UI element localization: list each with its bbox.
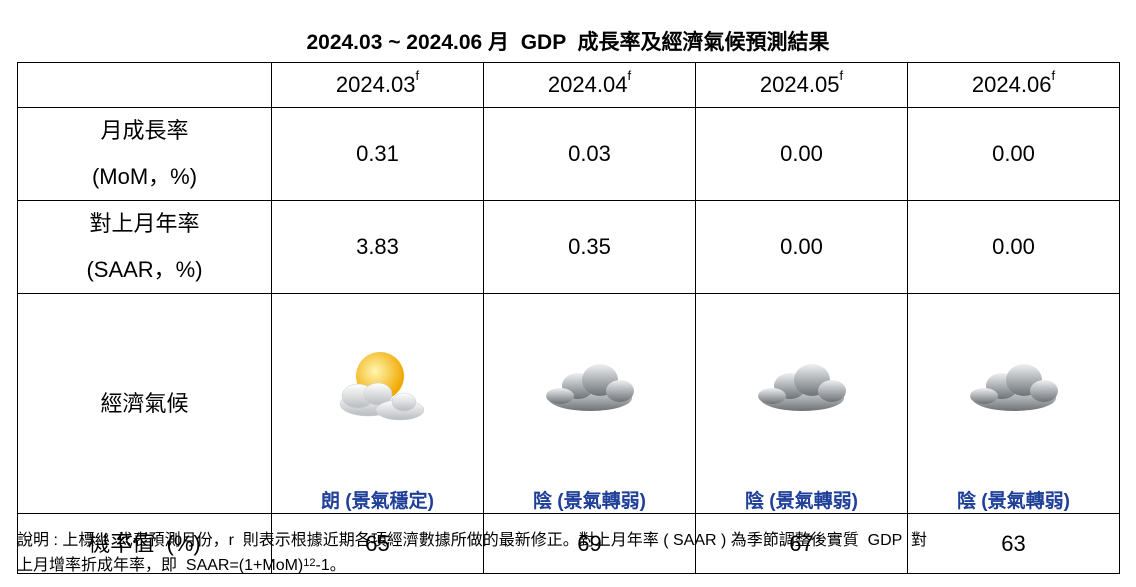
row: 經濟氣候 朗 (景氣穩定) 陰 (景氣轉弱) 陰 (景氣轉弱) 陰 (景氣轉弱) [17,293,1120,514]
cell: 0.00 [695,107,908,201]
cell: 0.35 [483,200,696,294]
row: 機率值 (%) 65 69 67 63 [17,513,1120,574]
row-label-line: 對上月年率 [89,211,200,236]
column-label: 2024.04 [547,72,628,97]
row-label: 經濟氣候 [17,293,272,514]
row-label: 月成長率 (MoM，%) [17,107,272,201]
forecast-table: 2024.03f 2024.04f 2024.05f 2024.06f 月成長率… [17,62,1120,574]
column-label: 2024.05 [759,72,840,97]
row-label-line: 經濟氣候 [100,390,189,416]
cloudy-icon [757,364,846,411]
cloudy-icon [545,364,634,411]
corner-cell [17,62,272,108]
column-header: 2024.06f [907,62,1120,108]
header-row: 2024.03f 2024.04f 2024.05f 2024.06f [17,62,1120,108]
column-sup: f [1051,68,1056,83]
row-label-line: (MoM，%) [91,164,198,189]
column-label: 2024.06 [971,72,1052,97]
column-header: 2024.04f [483,62,696,108]
cell: 0.00 [695,200,908,294]
note-line: 說明 : 上標 f 代表預測月份，r 則表示根據近期各項經濟數據所做的最新修正。… [17,532,927,549]
row: 月成長率 (MoM，%) 0.31 0.03 0.00 0.00 [17,107,1120,201]
cell: 0.31 [271,107,484,201]
row-label-line: 月成長率 [100,118,189,143]
cell: 0.00 [907,107,1120,201]
row-label: 機率值 (%) [17,513,272,574]
note-text: -1。 [315,557,346,574]
row-label-line: 機率值 (%) [88,530,201,556]
cell: 陰 (景氣轉弱) [907,293,1120,514]
weather-label: 陰 (景氣轉弱) [957,491,1070,512]
column-sup: f [627,68,632,83]
cell: 65 [271,513,484,574]
note: 說明 : 上標 f 代表預測月份，r 則表示根據近期各項經濟數據所做的最新修正。… [17,528,927,578]
row: 對上月年率 (SAAR，%) 3.83 0.35 0.00 0.00 [17,200,1120,294]
row-label-line: (SAAR，%) [86,257,203,282]
column-sup: f [839,68,844,83]
column-sup: f [415,68,420,83]
weather-label: 朗 (景氣穩定) [321,491,434,512]
note-line: 上月增率折成年率，即 SAAR=(1+MoM)12-1。 [17,553,927,578]
cell: 67 [695,513,908,574]
sunny-icon [339,352,424,421]
weather-label: 陰 (景氣轉弱) [745,491,858,512]
cloudy-icon [969,364,1058,411]
cell: 63 [907,513,1120,574]
cell: 3.83 [271,200,484,294]
row-label: 對上月年率 (SAAR，%) [17,200,272,294]
column-header: 2024.05f [695,62,908,108]
note-text: 上月增率折成年率，即 SAAR=(1+MoM) [17,557,304,574]
column-label: 2024.03 [335,72,416,97]
cell: 朗 (景氣穩定) [271,293,484,514]
cell: 陰 (景氣轉弱) [483,293,696,514]
title: 2024.03 ~ 2024.06 月 GDP 成長率及經濟氣候預測結果 [306,31,830,54]
cell: 陰 (景氣轉弱) [695,293,908,514]
note-sup: 12 [303,557,316,569]
cell: 0.00 [907,200,1120,294]
weather-label: 陰 (景氣轉弱) [533,491,646,512]
column-header: 2024.03f [271,62,484,108]
cell: 0.03 [483,107,696,201]
